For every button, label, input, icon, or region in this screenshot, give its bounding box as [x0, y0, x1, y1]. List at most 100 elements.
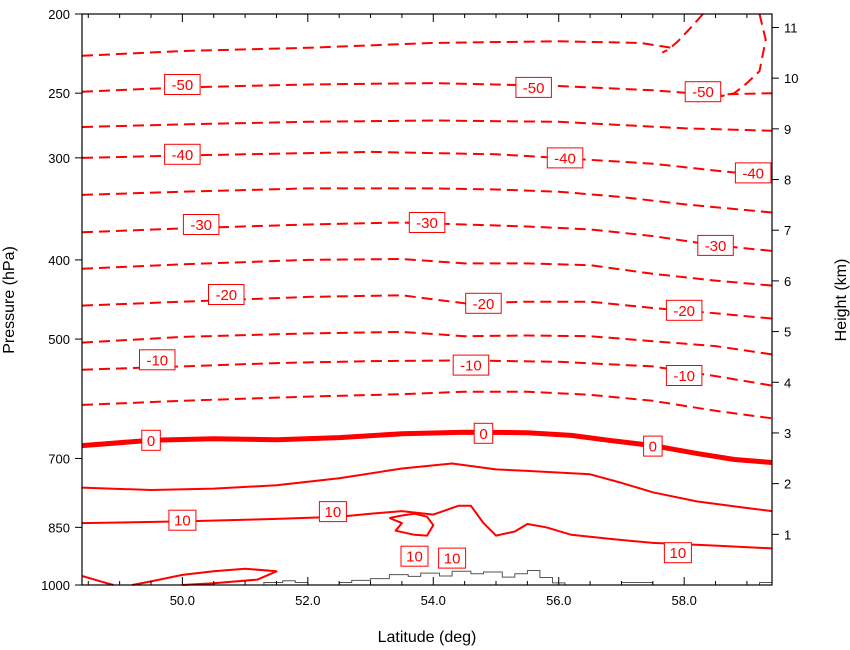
contour-label-text: 10: [444, 551, 461, 568]
contour-label-box: [164, 143, 201, 165]
y-left-tick-label: 200: [48, 7, 70, 22]
contour-label-box: [139, 349, 176, 371]
y-right-tick-label: 8: [784, 173, 791, 188]
x-axis: 50.0 52.0 54.0 56.0 58.0: [87, 14, 748, 608]
contour-label: -30: [697, 234, 734, 256]
contour-label-box: [546, 147, 584, 169]
contour-label-box: [473, 422, 494, 444]
contour-line-negative: [81, 258, 773, 287]
contour-label: 0: [643, 435, 663, 457]
contour-label-box: [400, 545, 429, 567]
y-right-tick-label: 9: [784, 122, 791, 137]
contour-label-text: -50: [523, 80, 545, 97]
contour-label-box: [452, 354, 490, 376]
contour-label-text: -10: [460, 358, 482, 375]
contour-line-negative: [661, 13, 704, 54]
contour-line-negative: [81, 330, 773, 356]
contour-label-box: [182, 214, 220, 235]
contour-label: -10: [139, 349, 176, 371]
contour-label: -50: [515, 76, 552, 98]
contour-label-box: [318, 501, 347, 523]
contour-label-box: [408, 212, 446, 233]
contour-label-text: -50: [172, 77, 194, 94]
contour-label: -10: [665, 365, 703, 386]
contour-label: -20: [465, 292, 502, 314]
y-left-tick-label: 700: [48, 451, 70, 466]
y-left-tick-label: 1000: [41, 578, 70, 593]
contour-label-text: 10: [670, 545, 687, 562]
contour-label-box: [465, 292, 502, 314]
contour-line-positive: [81, 462, 773, 513]
y-right-tick-label: 7: [784, 223, 791, 238]
contour-label: -50: [684, 81, 722, 103]
contour-label-text: -50: [692, 84, 714, 101]
contour-label-text: -30: [416, 215, 438, 232]
contour-label-box: [665, 299, 703, 321]
contour-line-negative: [81, 187, 773, 214]
contour-label-text: -10: [673, 368, 695, 385]
contour-label-text: -40: [172, 147, 194, 164]
contour-line-positive: [81, 575, 114, 586]
contour-label-box: [515, 76, 552, 98]
x-tick-label: 54.0: [421, 593, 446, 608]
x-tick-label: 52.0: [295, 593, 320, 608]
contour-label: 10: [438, 547, 467, 569]
contour-label: -10: [452, 354, 490, 376]
contour-label: 10: [318, 501, 347, 523]
y-right-tick-label: 3: [784, 426, 791, 441]
y-left-tick-label: 250: [48, 86, 70, 101]
contour-label-box: [168, 509, 197, 531]
contour-label-text: -20: [673, 303, 695, 320]
x-tick-label: 50.0: [170, 593, 195, 608]
contour-label: -30: [182, 214, 220, 235]
contour-label-text: -40: [554, 150, 576, 167]
y-axis-right-title: Height (km): [833, 259, 850, 342]
contour-label-text: 10: [174, 513, 191, 530]
x-tick-label: 56.0: [546, 593, 571, 608]
contour-line-negative: [81, 150, 773, 178]
contour-line-negative: [81, 119, 773, 132]
contour-label-text: 0: [147, 433, 155, 450]
contour-label: 10: [400, 545, 429, 567]
contour-label: -40: [734, 162, 772, 184]
contour-label: 0: [473, 422, 494, 444]
contour-label-text: -10: [146, 352, 168, 369]
y-right-tick-label: 10: [784, 71, 798, 86]
plot-frame: [81, 13, 773, 586]
contour-label-text: -40: [742, 165, 764, 182]
contour-label-text: 10: [406, 549, 423, 566]
contour-label: 10: [663, 542, 692, 564]
contour-label-box: [734, 162, 772, 184]
y-right-tick-label: 6: [784, 274, 791, 289]
y-left-tick-label: 500: [48, 332, 70, 347]
x-tick-label: 58.0: [672, 593, 697, 608]
y-axis-left: 200 250 300 400 500 700 850 1000: [41, 7, 82, 593]
y-axis-right: 1 2 3 4 5 6 7 8 9 10 11: [772, 20, 798, 542]
contour-label-box: [684, 81, 722, 103]
contour-label-text: -20: [215, 287, 237, 304]
y-left-tick-label: 400: [48, 253, 70, 268]
contour-label-text: -30: [190, 217, 212, 234]
contour-label-layer: -50 -50 -50 -40 -40 -40 -30 -30 -30 -20 -20 -20 -10 -…: [139, 74, 772, 569]
contour-label-box: [643, 435, 663, 457]
contour-label-box: [164, 74, 201, 95]
contour-line-negative: [81, 390, 773, 420]
contour-label: -30: [408, 212, 446, 233]
contour-label-box: [141, 429, 161, 451]
contour-label: -20: [208, 284, 245, 305]
y-right-tick-label: 2: [784, 477, 791, 492]
contour-line-negative: [81, 221, 773, 252]
contour-label: -50: [164, 74, 201, 95]
contour-label-box: [697, 234, 734, 256]
contour-label-text: 10: [325, 504, 342, 521]
contour-label: 0: [141, 429, 161, 451]
contour-label-text: -30: [705, 238, 727, 255]
contour-label-text: 0: [649, 439, 657, 456]
contour-line-zero: [81, 429, 773, 465]
contour-line-positive: [389, 512, 435, 537]
y-right-tick-label: 5: [784, 325, 791, 340]
y-right-tick-label: 4: [784, 375, 791, 390]
contour-label: -40: [164, 143, 201, 165]
